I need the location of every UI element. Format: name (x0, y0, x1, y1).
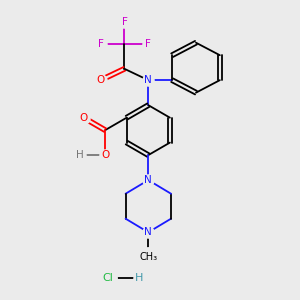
Text: O: O (80, 112, 88, 123)
Text: N: N (144, 75, 152, 85)
Text: F: F (122, 17, 128, 27)
Text: O: O (97, 75, 105, 85)
Text: CH₃: CH₃ (139, 252, 158, 262)
Text: H: H (76, 150, 84, 160)
Text: N: N (144, 175, 152, 185)
Text: O: O (101, 150, 109, 160)
Text: N: N (144, 227, 152, 237)
Text: F: F (98, 39, 103, 49)
Text: F: F (146, 39, 151, 49)
Text: Cl: Cl (102, 273, 113, 283)
Text: H: H (135, 273, 143, 283)
